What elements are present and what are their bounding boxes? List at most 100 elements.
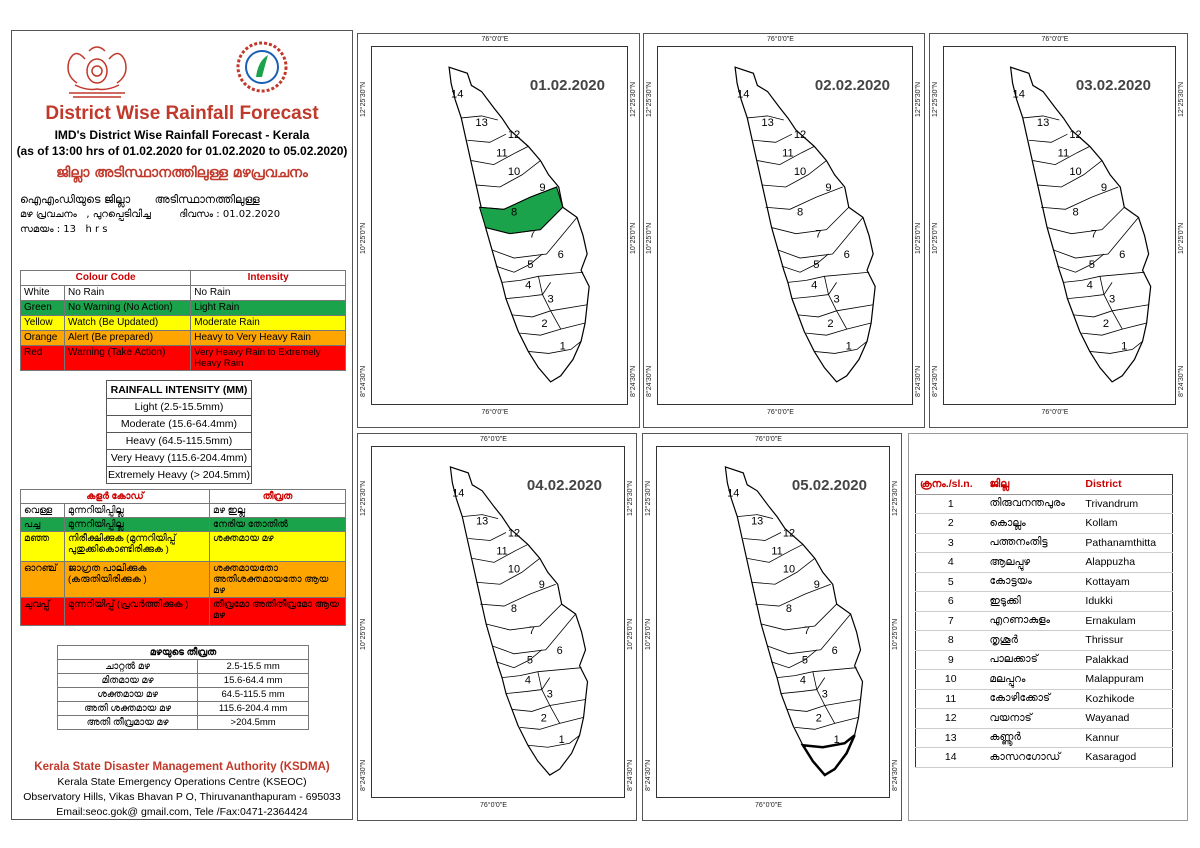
- lat-label-right: 8°24'30"N: [892, 759, 899, 791]
- district-number: 7: [915, 611, 986, 631]
- district-number-label: 1: [1121, 340, 1127, 352]
- lat-label-left: 8°24'30"N: [932, 365, 939, 398]
- mal-intensity-text: തീവ്രമോ അതിതീവ്രമോ ആയ മഴ: [208, 597, 347, 626]
- colour-code-row: White No Rain No Rain: [20, 285, 346, 301]
- district-eng-name: Thrissur: [1081, 630, 1173, 651]
- district-number-label: 3: [1109, 294, 1115, 306]
- mal-colour-name: പച്ച: [20, 517, 65, 532]
- district-number: 2: [915, 513, 986, 534]
- district-boundary: [766, 613, 851, 655]
- lat-label-left: 8°24'30"N: [360, 365, 367, 398]
- mal-intensity-row: ചാറ്റൽ മഴ 2.5-15.5 mm: [56, 659, 309, 674]
- lat-label-right: 8°24'30"N: [915, 365, 922, 398]
- district-boundary: [1028, 133, 1068, 143]
- district-boundary: [787, 271, 870, 283]
- kerala-outline: [449, 466, 589, 776]
- rainfall-intensity-value: Heavy (64.5-115.5mm): [106, 432, 252, 450]
- mal-colour-name: മഞ്ഞ: [20, 531, 65, 562]
- district-number-label: 3: [833, 294, 839, 306]
- district-boundary: [737, 514, 774, 519]
- district-boundary: [491, 613, 576, 655]
- district-boundary: [786, 699, 861, 712]
- district-boundary: [502, 667, 582, 679]
- district-boundary: [467, 133, 507, 143]
- district-boundary: [1053, 217, 1139, 259]
- mal-intensity-row: അതി തീവ്രമായ മഴ >204.5mm: [56, 715, 309, 730]
- district-number-label: 9: [814, 579, 820, 591]
- map-date: 04.02.2020: [526, 477, 602, 494]
- district-number-label: 6: [557, 645, 563, 657]
- lat-label-right: 10°25'0"N: [892, 618, 899, 650]
- lat-label-left: 10°25'0"N: [932, 222, 939, 254]
- district-header-mal: ജില്ല: [985, 474, 1082, 495]
- warning-text: Watch (Be Updated): [63, 315, 192, 331]
- footer-org: Kerala State Disaster Management Authori…: [34, 761, 330, 773]
- district-row: 11 കോഴിക്കോട് Kozhikode: [915, 689, 1173, 709]
- lat-label-left: 12°25'30"N: [360, 82, 367, 118]
- map-date: 03.02.2020: [1075, 77, 1151, 94]
- district-number-label: 10: [508, 563, 520, 575]
- district-boundary: [472, 544, 529, 563]
- district-number-label: 10: [783, 563, 795, 575]
- district-boundary: [777, 667, 857, 679]
- mal-colour-row: മഞ്ഞ നിരീക്ഷിക്കുക (മുന്നറിയിപ്പ് പുതുക്ക…: [20, 531, 347, 562]
- district-number-label: 10: [508, 166, 520, 178]
- map-frame: 02.02.2020 1 2 3 4 5 6 7 8 9 10 11 12 13 14: [657, 46, 913, 405]
- intensity-text: Heavy to Very Heavy Rain: [190, 330, 346, 346]
- lat-label-left: 8°24'30"N: [645, 759, 652, 791]
- district-boundary: [743, 532, 782, 541]
- district-mal-name: പാലക്കാട്: [985, 650, 1082, 670]
- district-number: 6: [915, 591, 986, 612]
- colour-code-table: Colour Code Intensity White No Rain No Rai…: [19, 270, 346, 371]
- district-number: 5: [915, 572, 986, 592]
- district-number-label: 13: [475, 117, 487, 129]
- lat-label-right: 10°25'0"N: [630, 222, 637, 254]
- district-number-label: 12: [508, 528, 520, 540]
- kerala-outline: [724, 466, 864, 776]
- forecast-map-3: 03.02.2020 1 2 3 4 5 6 7 8 9 10 11 12 13 14 76°0'0"E 76°…: [929, 33, 1188, 428]
- district-row: 13 കണ്ണൂർ Kannur: [915, 728, 1173, 748]
- district-boundary: [797, 304, 874, 318]
- mal-colour-row: ചുവപ്പ് മുന്നറിയിപ്പ് (പ്രവർത്തിക്കുക ) തീ…: [20, 597, 347, 626]
- district-number-label: 14: [451, 89, 463, 101]
- district-number-label: 4: [811, 279, 817, 291]
- lon-label-bottom: 76°0'0"E: [755, 802, 782, 809]
- district-number-label: 12: [794, 129, 806, 141]
- district-number-label: 8: [797, 206, 803, 218]
- colour-name: White: [20, 285, 65, 301]
- district-eng-name: Palakkad: [1081, 650, 1173, 670]
- lon-label-bottom: 76°0'0"E: [767, 409, 794, 416]
- forecast-map-1: 01.02.2020 1 2 3 4 5 6 7 8 9 10 11 12 13 14 76°0'0"E 76°…: [357, 33, 640, 428]
- subtitle-line2: (as of 13:00 hrs of 01.02.2020 for 01.02…: [16, 144, 348, 158]
- district-number-label: 13: [1037, 117, 1049, 129]
- lon-label-bottom: 76°0'0"E: [480, 802, 507, 809]
- district-number-label: 8: [511, 206, 517, 218]
- district-boundary: [757, 146, 815, 166]
- mal-intensity-text: ശക്തമായ മഴ: [208, 531, 347, 562]
- district-number-label: 13: [476, 516, 488, 528]
- district-number-label: 4: [800, 675, 806, 687]
- district-row: 7 എറണാകുളം Ernakulam: [915, 611, 1173, 631]
- mal-intensity-row: ശക്തമായ മഴ 64.5-115.5 mm: [56, 687, 309, 702]
- rainfall-intensity-table: RAINFALL INTENSITY (MM) Light (2.5-15.5m…: [106, 380, 252, 484]
- forecast-map-4: 04.02.2020 1 2 3 4 5 6 7 8 9 10 11 12 13 14 76°0'0"E 76°…: [357, 433, 637, 821]
- district-number-label: 1: [559, 734, 565, 746]
- mal-intensity-text: നേരിയ തോതിൽ: [208, 517, 347, 532]
- district-number-label: 8: [1072, 206, 1078, 218]
- district-number-label: 5: [813, 259, 819, 271]
- district-boundary: [1036, 160, 1103, 188]
- district-number-label: 5: [802, 655, 808, 667]
- mal-line2: മഴ പ്രവചനം , പുറപ്പെടിവിച്ച ദിവസം : 01.0…: [20, 209, 281, 220]
- rainfall-intensity-value: Very Heavy (115.6-204.4mm): [106, 449, 252, 467]
- district-number-label: 14: [737, 89, 749, 101]
- district-boundary: [468, 532, 507, 541]
- district-mal-name: കൊല്ലം: [985, 513, 1082, 534]
- district-boundary: [1057, 253, 1105, 273]
- district-boundary: [1032, 146, 1090, 166]
- district-number-label: 12: [1069, 129, 1081, 141]
- district-mal-name: തൃശൂർ: [985, 630, 1082, 651]
- mal-warning-text: മുന്നറിയിപ്പില്ല: [64, 517, 210, 532]
- district-number: 8: [915, 630, 986, 651]
